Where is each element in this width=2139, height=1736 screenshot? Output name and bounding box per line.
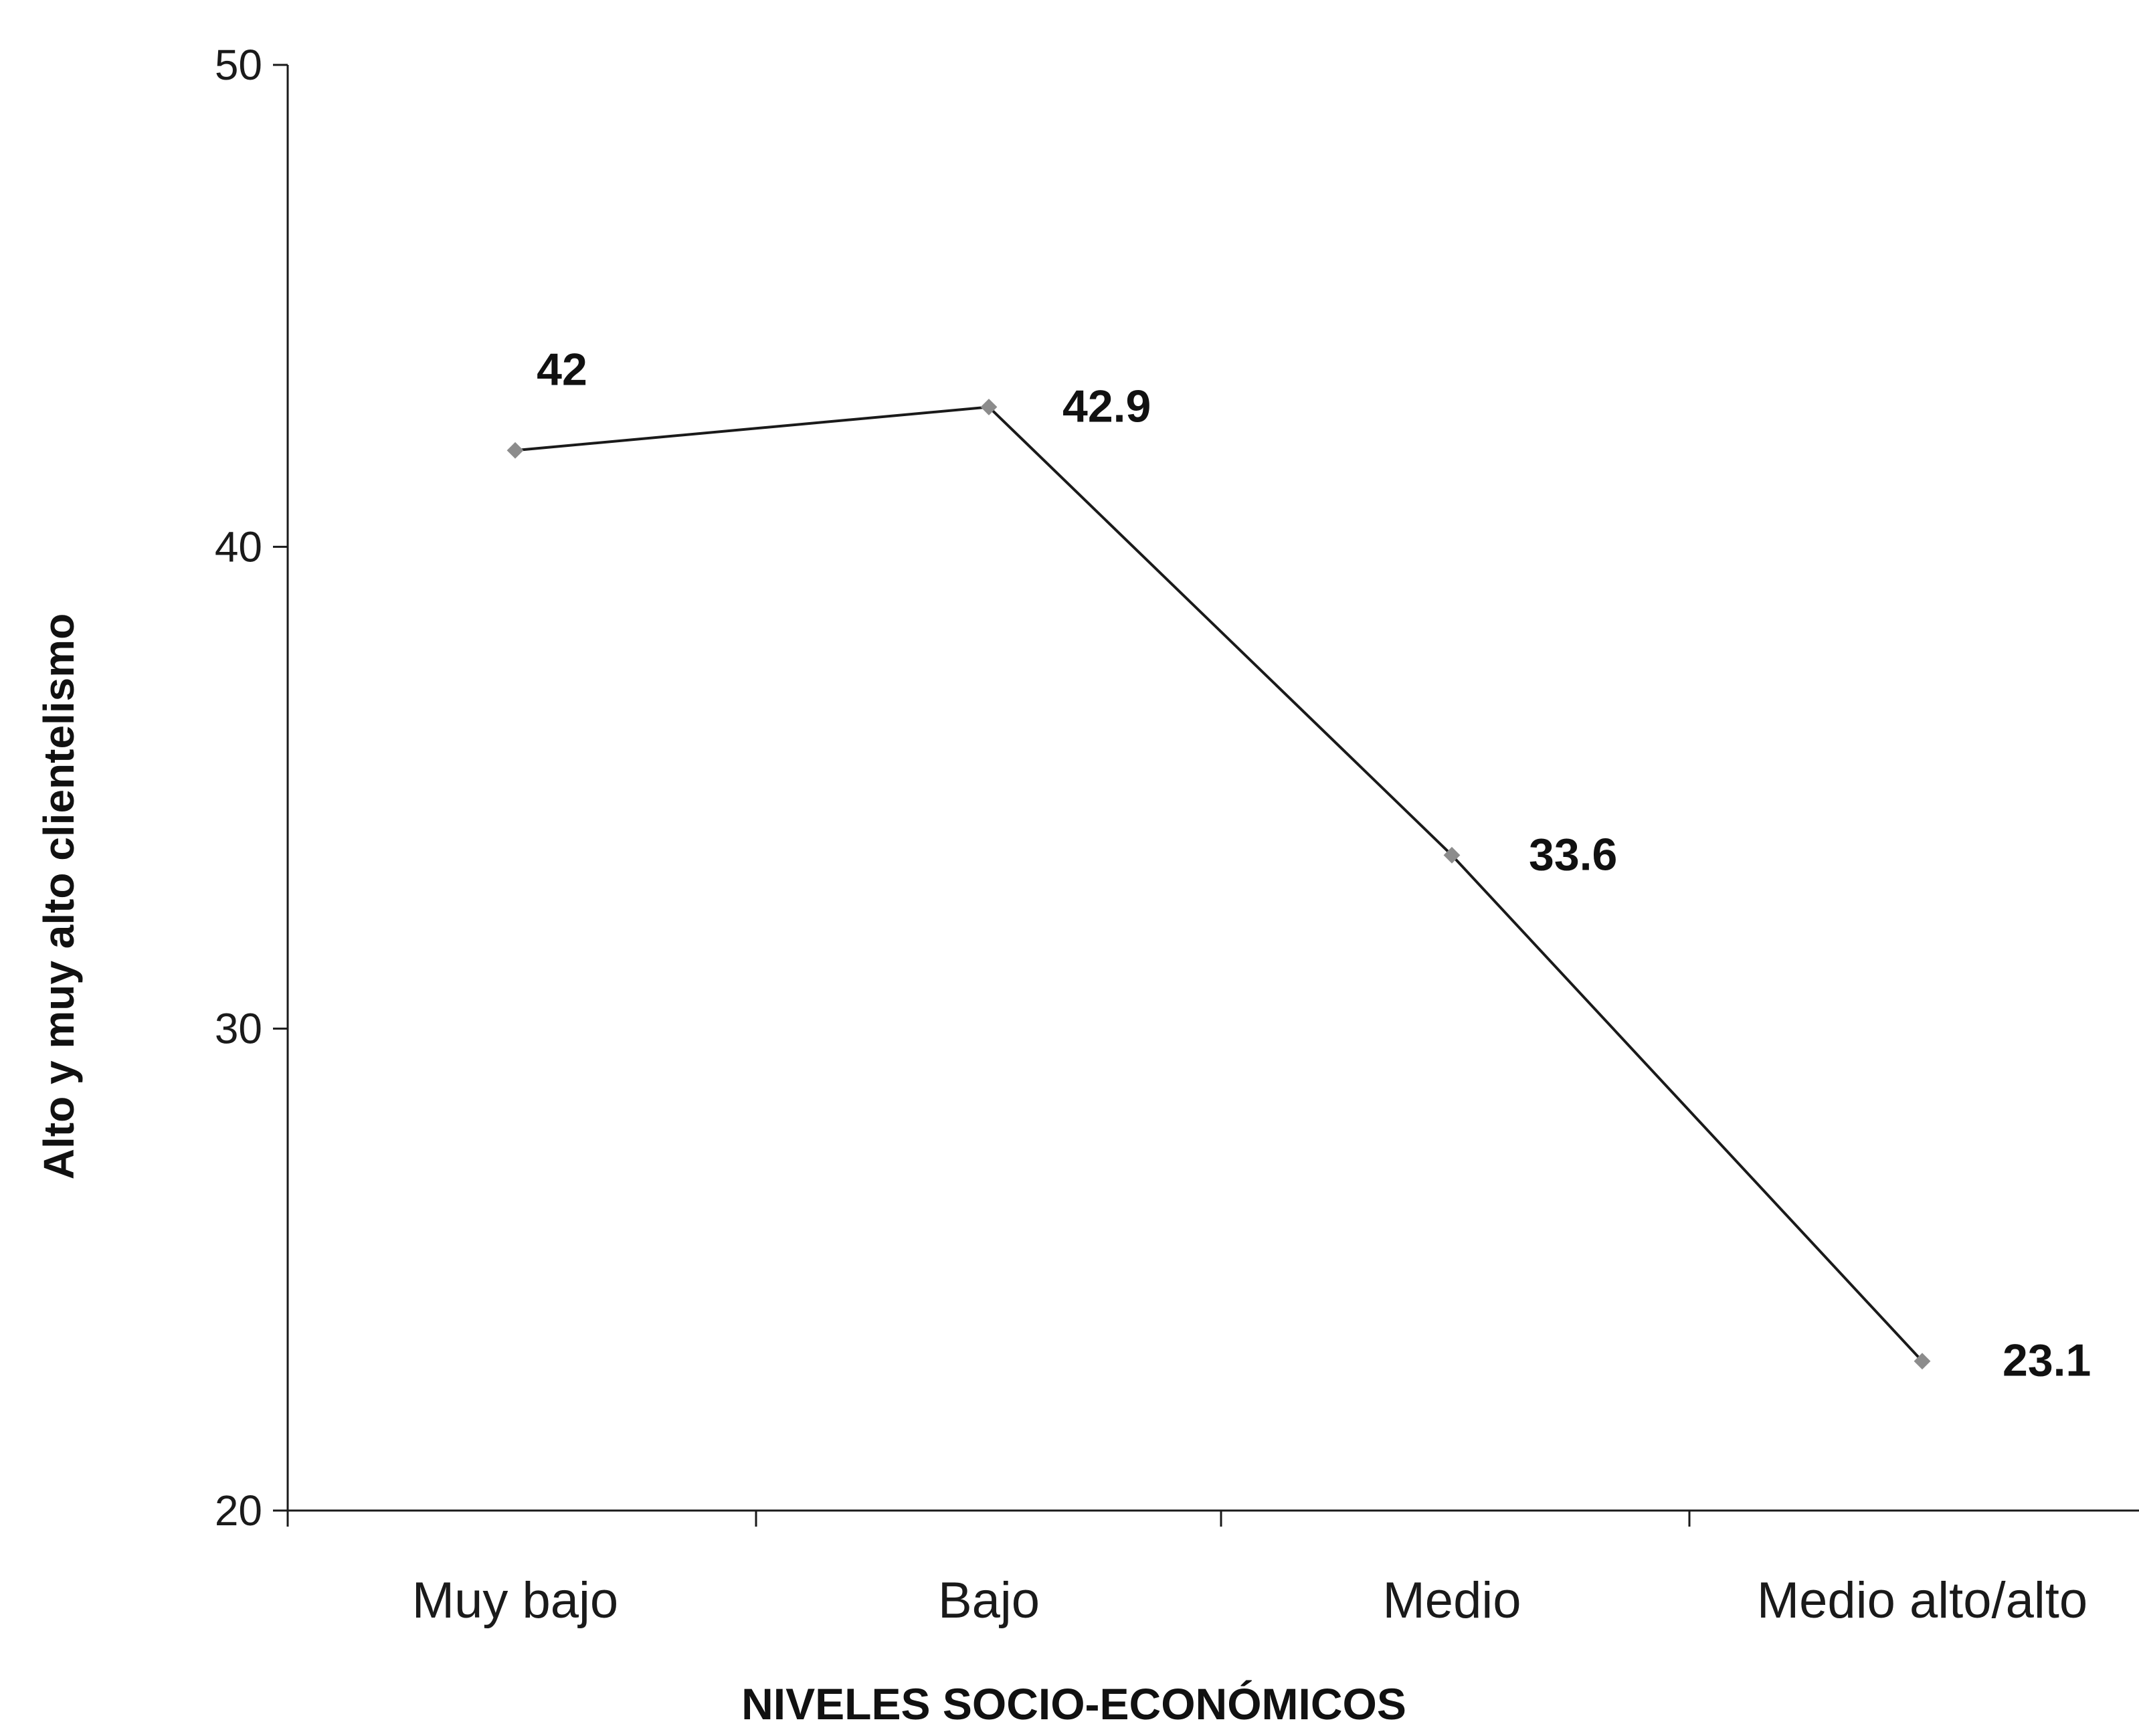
series-line — [515, 405, 1924, 1363]
data-label: 42 — [537, 344, 587, 395]
data-point-marker — [506, 442, 524, 459]
data-label: 33.6 — [1529, 829, 1617, 880]
axes — [273, 64, 2139, 1527]
data-label: 23.1 — [2003, 1335, 2091, 1386]
data-series — [506, 399, 1931, 1370]
data-labels: 42 42.9 33.6 23.1 — [537, 344, 2091, 1385]
data-label: 42.9 — [1062, 381, 1151, 431]
y-tick-label: 20 — [215, 1486, 262, 1535]
data-point-marker — [1914, 1353, 1931, 1370]
tick-labels: 20 30 40 50 Muy bajo Bajo Medio Medio alto/alto — [215, 41, 2087, 1629]
y-tick-label: 30 — [215, 1005, 262, 1053]
x-tick-label: Medio — [1383, 1572, 1521, 1629]
data-point-marker — [980, 399, 998, 415]
y-tick-label: 50 — [215, 41, 262, 89]
x-axis-title: NIVELES SOCIO-ECONÓMICOS — [741, 1679, 1406, 1729]
data-point-marker — [1443, 846, 1461, 864]
x-tick-label: Medio alto/alto — [1757, 1572, 2087, 1629]
x-tick-label: Bajo — [938, 1572, 1040, 1629]
y-tick-label: 40 — [215, 522, 262, 571]
y-axis-title: Alto y muy alto clientelismo — [35, 613, 83, 1179]
x-tick-label: Muy bajo — [412, 1572, 618, 1629]
